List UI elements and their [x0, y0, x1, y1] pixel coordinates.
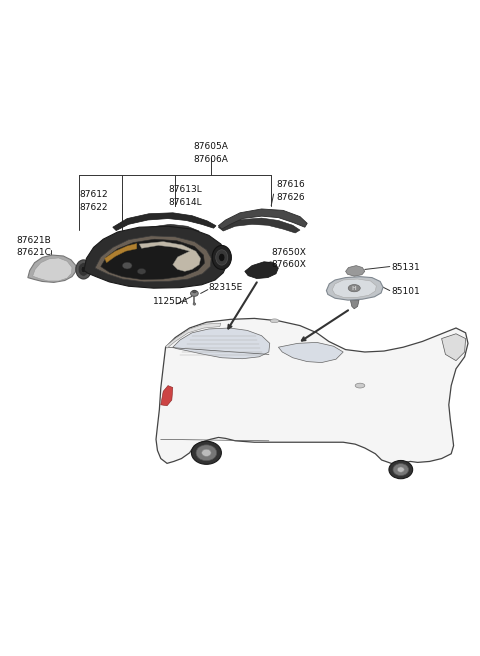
Polygon shape — [139, 241, 201, 272]
Text: 85131: 85131 — [391, 264, 420, 272]
Text: 87650X
87660X: 87650X 87660X — [271, 248, 306, 269]
Ellipse shape — [219, 253, 225, 262]
Text: H: H — [352, 285, 357, 291]
Polygon shape — [101, 239, 204, 279]
Text: 87605A
87606A: 87605A 87606A — [194, 142, 228, 163]
Ellipse shape — [202, 449, 211, 457]
Polygon shape — [33, 258, 72, 281]
Polygon shape — [173, 328, 270, 359]
Polygon shape — [166, 323, 221, 348]
Ellipse shape — [270, 319, 279, 323]
Ellipse shape — [196, 445, 216, 461]
Polygon shape — [105, 243, 137, 262]
Ellipse shape — [78, 262, 89, 276]
Polygon shape — [278, 342, 343, 363]
Text: 1125DA: 1125DA — [153, 297, 188, 306]
Polygon shape — [346, 266, 365, 276]
Polygon shape — [95, 236, 211, 282]
Ellipse shape — [76, 260, 91, 279]
Polygon shape — [350, 300, 359, 309]
Polygon shape — [245, 262, 278, 279]
Polygon shape — [156, 318, 468, 463]
Polygon shape — [332, 279, 376, 297]
Ellipse shape — [348, 285, 360, 292]
Ellipse shape — [122, 262, 132, 269]
Ellipse shape — [397, 467, 404, 472]
Ellipse shape — [192, 441, 221, 464]
Ellipse shape — [216, 250, 228, 265]
Polygon shape — [218, 209, 307, 229]
Polygon shape — [84, 226, 228, 288]
Polygon shape — [28, 255, 76, 282]
Text: 87616
87626: 87616 87626 — [276, 180, 305, 202]
Ellipse shape — [193, 303, 196, 305]
Ellipse shape — [212, 245, 231, 270]
Ellipse shape — [393, 464, 408, 476]
Text: 87621B
87621C: 87621B 87621C — [16, 236, 51, 257]
Text: 87613L
87614L: 87613L 87614L — [168, 185, 202, 207]
Text: 82315E: 82315E — [209, 283, 243, 292]
Ellipse shape — [137, 268, 146, 274]
Polygon shape — [442, 334, 466, 361]
Ellipse shape — [355, 383, 365, 388]
Text: 87612
87622: 87612 87622 — [79, 190, 108, 211]
Ellipse shape — [192, 290, 196, 293]
Polygon shape — [161, 386, 173, 406]
Polygon shape — [326, 277, 383, 300]
Ellipse shape — [191, 291, 198, 297]
Polygon shape — [132, 224, 199, 236]
Ellipse shape — [389, 461, 413, 479]
Polygon shape — [113, 213, 216, 230]
Text: 85101: 85101 — [391, 287, 420, 297]
Ellipse shape — [81, 266, 86, 272]
Polygon shape — [218, 218, 300, 233]
